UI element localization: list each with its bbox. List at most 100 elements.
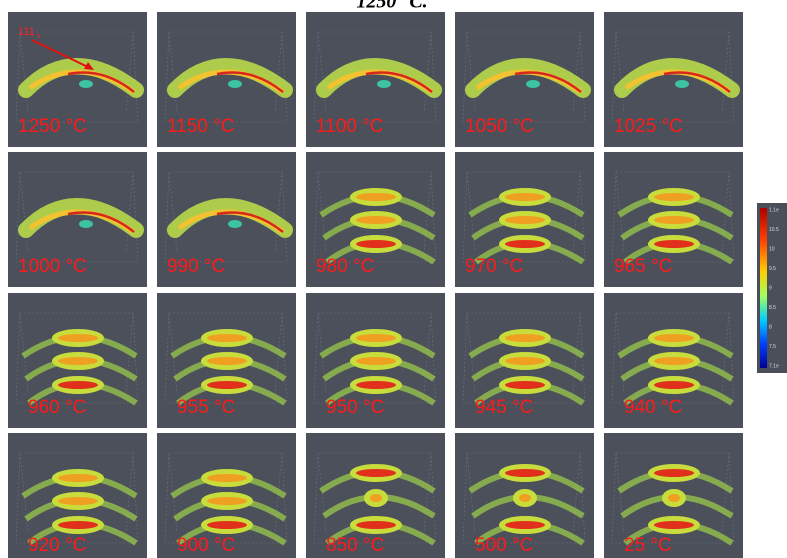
panel: 955 °C	[157, 293, 296, 428]
blob	[228, 220, 242, 228]
panel-label: 970 °C	[465, 256, 523, 277]
panel-label: 25 °C	[624, 535, 672, 556]
blob	[377, 80, 391, 88]
panel: 980 °C	[306, 152, 445, 287]
colorbar-gradient	[760, 208, 767, 368]
blob-core	[356, 240, 396, 248]
panel-label: 980 °C	[316, 256, 374, 277]
panel-label: 950 °C	[326, 397, 384, 418]
blob-core	[58, 334, 98, 342]
panel: 25 °C	[604, 433, 743, 558]
figure-title: 1250 °C.	[356, 0, 427, 13]
panel: 850 °C	[306, 433, 445, 558]
panel: 1025 °C	[604, 12, 743, 147]
panel: 965 °C	[604, 152, 743, 287]
panel-label: 955 °C	[177, 397, 235, 418]
panel-label: 1150 °C	[167, 116, 234, 137]
blob-core	[58, 381, 98, 389]
blob	[675, 80, 689, 88]
blob-core	[58, 357, 98, 365]
colorbar-label: 1.1e	[769, 207, 779, 213]
panel-label: 990 °C	[167, 256, 225, 277]
blob-core	[58, 497, 98, 505]
blob-core	[370, 494, 382, 502]
panel: 1050 °C	[455, 12, 594, 147]
blob	[79, 220, 93, 228]
blob-core	[505, 521, 545, 529]
panel: 960 °C	[8, 293, 147, 428]
blob-core	[58, 474, 98, 482]
blob-core	[207, 521, 247, 529]
blob-core	[654, 240, 694, 248]
blob-core	[654, 357, 694, 365]
panel-label: 960 °C	[28, 397, 86, 418]
blob-core	[654, 469, 694, 477]
panel-label: 945 °C	[475, 397, 533, 418]
panel: 111s 1250 °C	[8, 12, 147, 147]
blob-core	[207, 474, 247, 482]
blob-core	[505, 381, 545, 389]
blob-core	[356, 381, 396, 389]
annotation: 111	[18, 26, 35, 38]
blob-core	[519, 494, 531, 502]
panel: 1100 °C	[306, 12, 445, 147]
blob-core	[356, 216, 396, 224]
blob-core	[356, 334, 396, 342]
panel-label: 850 °C	[326, 535, 384, 556]
panel: 500 °C	[455, 433, 594, 558]
colorbar-label: 9.5	[769, 266, 776, 272]
blob-core	[505, 240, 545, 248]
panel: 1000 °C	[8, 152, 147, 287]
blob	[79, 80, 93, 88]
blob-core	[505, 193, 545, 201]
blob-core	[654, 193, 694, 201]
panel: 950 °C	[306, 293, 445, 428]
colorbar-label: 8.5	[769, 305, 776, 311]
blob-core	[58, 521, 98, 529]
panel: 1150 °C	[157, 12, 296, 147]
colorbar-label: 8	[769, 324, 772, 330]
blob-core	[356, 521, 396, 529]
blob-core	[356, 193, 396, 201]
panel-label: 920 °C	[28, 535, 86, 556]
panel: 900 °C	[157, 433, 296, 558]
colorbar-label: 9	[769, 285, 772, 291]
panel-label: 1000 °C	[18, 256, 87, 277]
blob	[526, 80, 540, 88]
colorbar: 1.1e 10.5 10 9.5 9 8.5 8 7.5 7.1e	[757, 203, 787, 373]
panel: 945 °C	[455, 293, 594, 428]
panel: 920 °C	[8, 433, 147, 558]
blob-core	[505, 334, 545, 342]
blob-core	[356, 469, 396, 477]
panel-label: 965 °C	[614, 256, 672, 277]
blob-core	[654, 334, 694, 342]
colorbar-label: 7.5	[769, 344, 776, 350]
panel-label: 500 °C	[475, 535, 533, 556]
panel: 990 °C	[157, 152, 296, 287]
panel: 970 °C	[455, 152, 594, 287]
panel-label: 1100 °C	[316, 116, 383, 137]
blob-core	[668, 494, 680, 502]
blob-core	[207, 497, 247, 505]
blob-core	[654, 521, 694, 529]
figure: 1250 °C. 111s 1250 °C 1150 °C 1100 °C 1050 °…	[0, 0, 787, 558]
blob-core	[356, 357, 396, 365]
colorbar-label: 10.5	[769, 227, 779, 233]
blob-core	[207, 357, 247, 365]
blob-core	[207, 334, 247, 342]
panel-label: 1250 °C	[18, 116, 87, 137]
blob	[228, 80, 242, 88]
blob-core	[505, 357, 545, 365]
panel-label: 900 °C	[177, 535, 235, 556]
panel-label: 940 °C	[624, 397, 682, 418]
annotation-subscript: s	[37, 33, 41, 40]
blob-core	[654, 216, 694, 224]
panel: 940 °C	[604, 293, 743, 428]
colorbar-label: 10	[769, 246, 775, 252]
blob-core	[207, 381, 247, 389]
blob-core	[505, 216, 545, 224]
panel-label: 1050 °C	[465, 116, 534, 137]
panel-label: 1025 °C	[614, 116, 683, 137]
colorbar-label: 7.1e	[769, 363, 779, 369]
